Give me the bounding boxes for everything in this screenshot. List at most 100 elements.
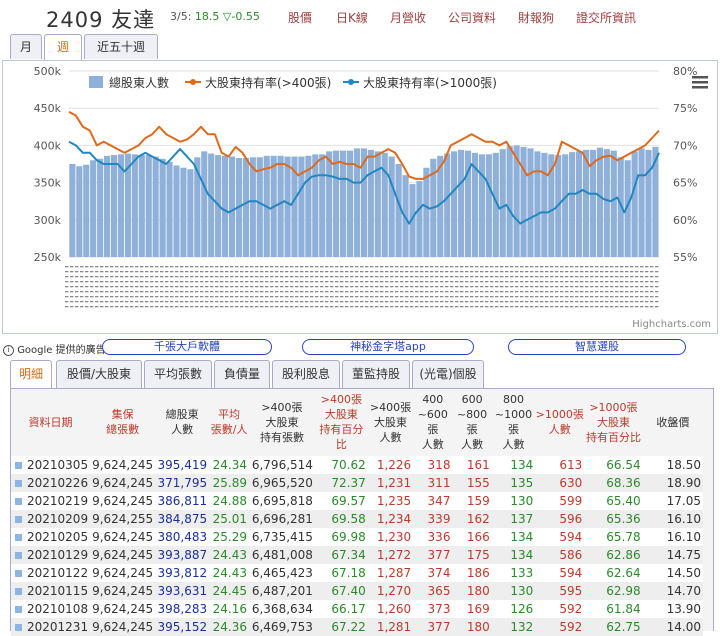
x-tick-label	[655, 286, 659, 288]
x-tick-label	[95, 281, 99, 283]
menu-icon[interactable]	[692, 76, 708, 79]
x-tick-label	[555, 301, 559, 303]
tab-optoelectronics[interactable]: (光電)個股	[412, 360, 484, 388]
nav-monthly-revenue[interactable]: 月營收	[390, 11, 427, 25]
ad-link-1[interactable]: 千張大戶軟體	[102, 339, 272, 355]
tab-dividend[interactable]: 股利股息	[272, 360, 340, 388]
x-tick-label	[280, 286, 284, 288]
x-tick-label	[570, 301, 574, 303]
x-tick-label	[595, 301, 599, 303]
x-tick-label	[615, 286, 619, 288]
x-tick-label	[355, 286, 359, 288]
x-tick-label	[380, 281, 384, 283]
x-tick-label	[620, 281, 624, 283]
x-tick-label	[195, 286, 199, 288]
x-tick-label	[420, 266, 424, 268]
table-cell: 18.90	[642, 474, 703, 492]
nav-price[interactable]: 股價	[288, 11, 313, 25]
col-avg-lots[interactable]: 平均 張數/人	[210, 408, 248, 436]
table-cell: 393,631	[155, 582, 210, 600]
nav-twse-info[interactable]: 證交所資訊	[576, 11, 637, 25]
x-tick-label	[485, 271, 489, 273]
x-tick-label	[505, 306, 509, 308]
x-tick-label	[525, 306, 529, 308]
table-cell: 24.88	[209, 492, 249, 510]
col-400-count[interactable]: >400張 大股東 人數	[369, 400, 412, 444]
x-tick-label	[125, 266, 129, 268]
x-tick-label	[400, 271, 404, 273]
x-tick-label	[610, 306, 614, 308]
x-tick-label	[410, 296, 414, 298]
x-tick-label	[395, 281, 399, 283]
col-1000-count[interactable]: >1000張 人數	[535, 408, 584, 436]
x-tick-label	[290, 276, 294, 278]
col-1000-pct[interactable]: >1000張 大股東 持有百分比	[585, 400, 641, 444]
tab-details[interactable]: 明細	[10, 360, 52, 388]
col-close[interactable]: 收盤價	[656, 415, 690, 429]
tab-week[interactable]: 週	[44, 34, 82, 60]
col-800-1000[interactable]: 800 ~1000張 人數	[494, 393, 533, 451]
menu-icon[interactable]	[692, 86, 708, 89]
menu-icon[interactable]	[692, 81, 708, 84]
x-tick-label	[185, 291, 189, 293]
table-cell: 67.22	[314, 618, 368, 636]
x-tick-label	[295, 301, 299, 303]
col-holders[interactable]: 總股東 人數	[165, 408, 199, 436]
x-tick-label	[105, 276, 109, 278]
col-date[interactable]: 資料日期	[28, 415, 73, 429]
x-tick-label	[650, 281, 654, 283]
col-600-800[interactable]: 600 ~800張 人數	[456, 393, 488, 451]
bar	[569, 152, 576, 257]
x-tick-label	[535, 266, 539, 268]
tab-director-holdings[interactable]: 董監持股	[342, 360, 410, 388]
table-row: 20210219 9,624,245 386,811 24.88 6,695,818 69…	[11, 492, 703, 510]
x-tick-label	[600, 306, 604, 308]
x-tick-label	[250, 286, 254, 288]
tab-avg-lots[interactable]: 平均張數	[144, 360, 212, 388]
x-tick-label	[270, 306, 274, 308]
x-tick-label	[445, 276, 449, 278]
table-cell: 9,624,245	[90, 546, 156, 564]
col-400-lots[interactable]: >400張 大股東 持有張數	[259, 400, 304, 444]
x-tick-label	[640, 286, 644, 288]
x-tick-label	[85, 306, 89, 308]
x-tick-label	[460, 276, 464, 278]
x-tick-label	[145, 291, 149, 293]
table-cell: 374	[413, 564, 453, 582]
legend-label: 總股東人數	[109, 75, 169, 90]
x-tick-label	[600, 291, 604, 293]
x-tick-label	[515, 291, 519, 293]
tab-debt[interactable]: 負債量	[214, 360, 270, 388]
x-tick-label	[475, 281, 479, 283]
x-tick-label	[65, 291, 69, 293]
ad-link-3[interactable]: 智慧選股	[508, 339, 686, 355]
date-text: 20201231	[27, 620, 89, 634]
x-tick-label	[465, 291, 469, 293]
x-tick-label	[365, 296, 369, 298]
col-total-lots[interactable]: 集保 總張數	[106, 408, 140, 436]
x-tick-label	[125, 306, 129, 308]
nav-daily-k[interactable]: 日K線	[336, 11, 368, 25]
x-tick-label	[130, 286, 134, 288]
table-header-row: 資料日期 集保 總張數 總股東 人數 平均 張數/人 >400張 大股東 持有張數 >40…	[11, 389, 703, 456]
info-icon[interactable]: i	[3, 344, 14, 356]
tab-month[interactable]: 月	[10, 34, 42, 59]
col-400-600[interactable]: 400 ~600張 人數	[417, 393, 448, 451]
x-tick-label	[175, 301, 179, 303]
x-tick-label	[505, 266, 509, 268]
nav-company-info[interactable]: 公司資料	[448, 11, 497, 25]
x-tick-label	[580, 296, 584, 298]
ad-link-2[interactable]: 神秘金字塔app	[302, 339, 474, 355]
col-400-pct[interactable]: >400張 大股東 持有百分比	[319, 393, 364, 451]
x-tick-label	[210, 271, 214, 273]
x-tick-label	[350, 296, 354, 298]
x-tick-label	[520, 276, 524, 278]
x-tick-label	[255, 266, 259, 268]
x-tick-label	[640, 296, 644, 298]
x-tick-label	[400, 296, 404, 298]
tab-last-50-weeks[interactable]: 近五十週	[84, 34, 158, 59]
legend-swatch-bars	[89, 76, 103, 88]
tab-price-major-holders[interactable]: 股價/大股東	[56, 360, 142, 388]
nav-statementdog[interactable]: 財報狗	[518, 11, 555, 25]
x-tick-label	[545, 286, 549, 288]
